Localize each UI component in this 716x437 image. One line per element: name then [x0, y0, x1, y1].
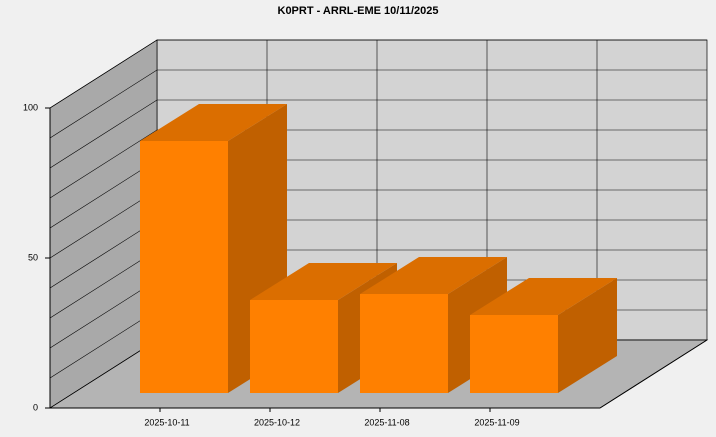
- x-tick-label: 2025-10-12: [254, 417, 300, 427]
- y-tick-label: 0: [33, 402, 38, 412]
- bar-top: [360, 257, 507, 294]
- bar-side: [558, 278, 617, 393]
- grid-line: [49, 39, 707, 109]
- bar: [360, 294, 448, 393]
- bar: [250, 300, 338, 393]
- x-tick-label: 2025-11-09: [474, 417, 519, 427]
- grid-line: [49, 99, 707, 169]
- bar-top: [250, 263, 397, 300]
- chart-title: K0PRT - ARRL-EME 10/11/2025: [278, 5, 439, 17]
- y-tick-label: 100: [23, 102, 38, 112]
- y-tick-label: 50: [28, 252, 38, 262]
- floor-edge: [599, 339, 708, 409]
- bar-top: [470, 278, 617, 315]
- grid-line: [49, 69, 707, 139]
- x-tick-label: 2025-11-08: [364, 417, 409, 427]
- x-tick-label: 2025-10-11: [144, 417, 189, 427]
- bar: [470, 315, 558, 393]
- bar-top: [140, 104, 287, 141]
- bar: [140, 141, 228, 393]
- grid-line: [49, 129, 707, 199]
